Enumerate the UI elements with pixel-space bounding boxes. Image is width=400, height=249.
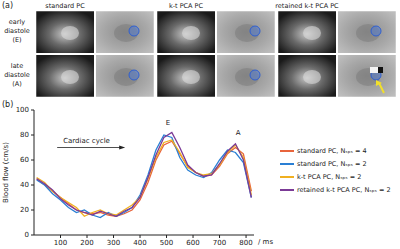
svg-text:(A): (A) <box>12 80 22 88</box>
svg-text:60: 60 <box>20 156 29 164</box>
svg-text:100: 100 <box>54 239 67 247</box>
html-text:k-t PCA PC, Nₛₚₛ = 2: k-t PCA PC, Nₛₚₛ = 2 <box>297 172 362 181</box>
svg-text:600: 600 <box>186 239 199 247</box>
html-text:standard PC, Nₛₚₛ = 4: standard PC, Nₛₚₛ = 4 <box>297 146 367 155</box>
svg-text:40: 40 <box>20 181 29 189</box>
svg-text:standard PC: standard PC <box>45 2 85 10</box>
svg-text:diastole: diastole <box>4 27 30 35</box>
svg-text:20: 20 <box>20 206 29 214</box>
svg-text:k-t PCA PC: k-t PCA PC <box>169 2 204 10</box>
svg-text:diastole: diastole <box>4 71 30 79</box>
svg-text:Cardiac cycle: Cardiac cycle <box>63 137 110 145</box>
svg-text:(E): (E) <box>12 36 21 44</box>
svg-text:500: 500 <box>160 239 173 247</box>
svg-text:retained k-t PCA PC: retained k-t PCA PC <box>275 2 339 10</box>
html-text:retained k-t PCA PC, Nₛₚₛ = 2: retained k-t PCA PC, Nₛₚₛ = 2 <box>297 185 391 194</box>
svg-text:0: 0 <box>25 231 29 239</box>
svg-text:300: 300 <box>107 239 120 247</box>
svg-text:(a): (a) <box>2 1 13 10</box>
html-text:(b): (b) <box>2 100 14 109</box>
svg-text:A: A <box>236 129 241 137</box>
svg-text:Blood flow (cm/s): Blood flow (cm/s) <box>2 142 10 203</box>
svg-text:100: 100 <box>16 106 29 114</box>
svg-text:E: E <box>166 119 170 127</box>
svg-text:early: early <box>9 18 25 26</box>
svg-text:700: 700 <box>213 239 226 247</box>
svg-text:800: 800 <box>239 239 252 247</box>
svg-text:200: 200 <box>80 239 93 247</box>
html-text:standard PC, Nₛₚₛ = 2: standard PC, Nₛₚₛ = 2 <box>297 159 367 168</box>
svg-text:late: late <box>11 62 23 70</box>
svg-text:80: 80 <box>20 131 29 139</box>
svg-text:400: 400 <box>133 239 146 247</box>
svg-text:/ ms: / ms <box>258 238 273 246</box>
